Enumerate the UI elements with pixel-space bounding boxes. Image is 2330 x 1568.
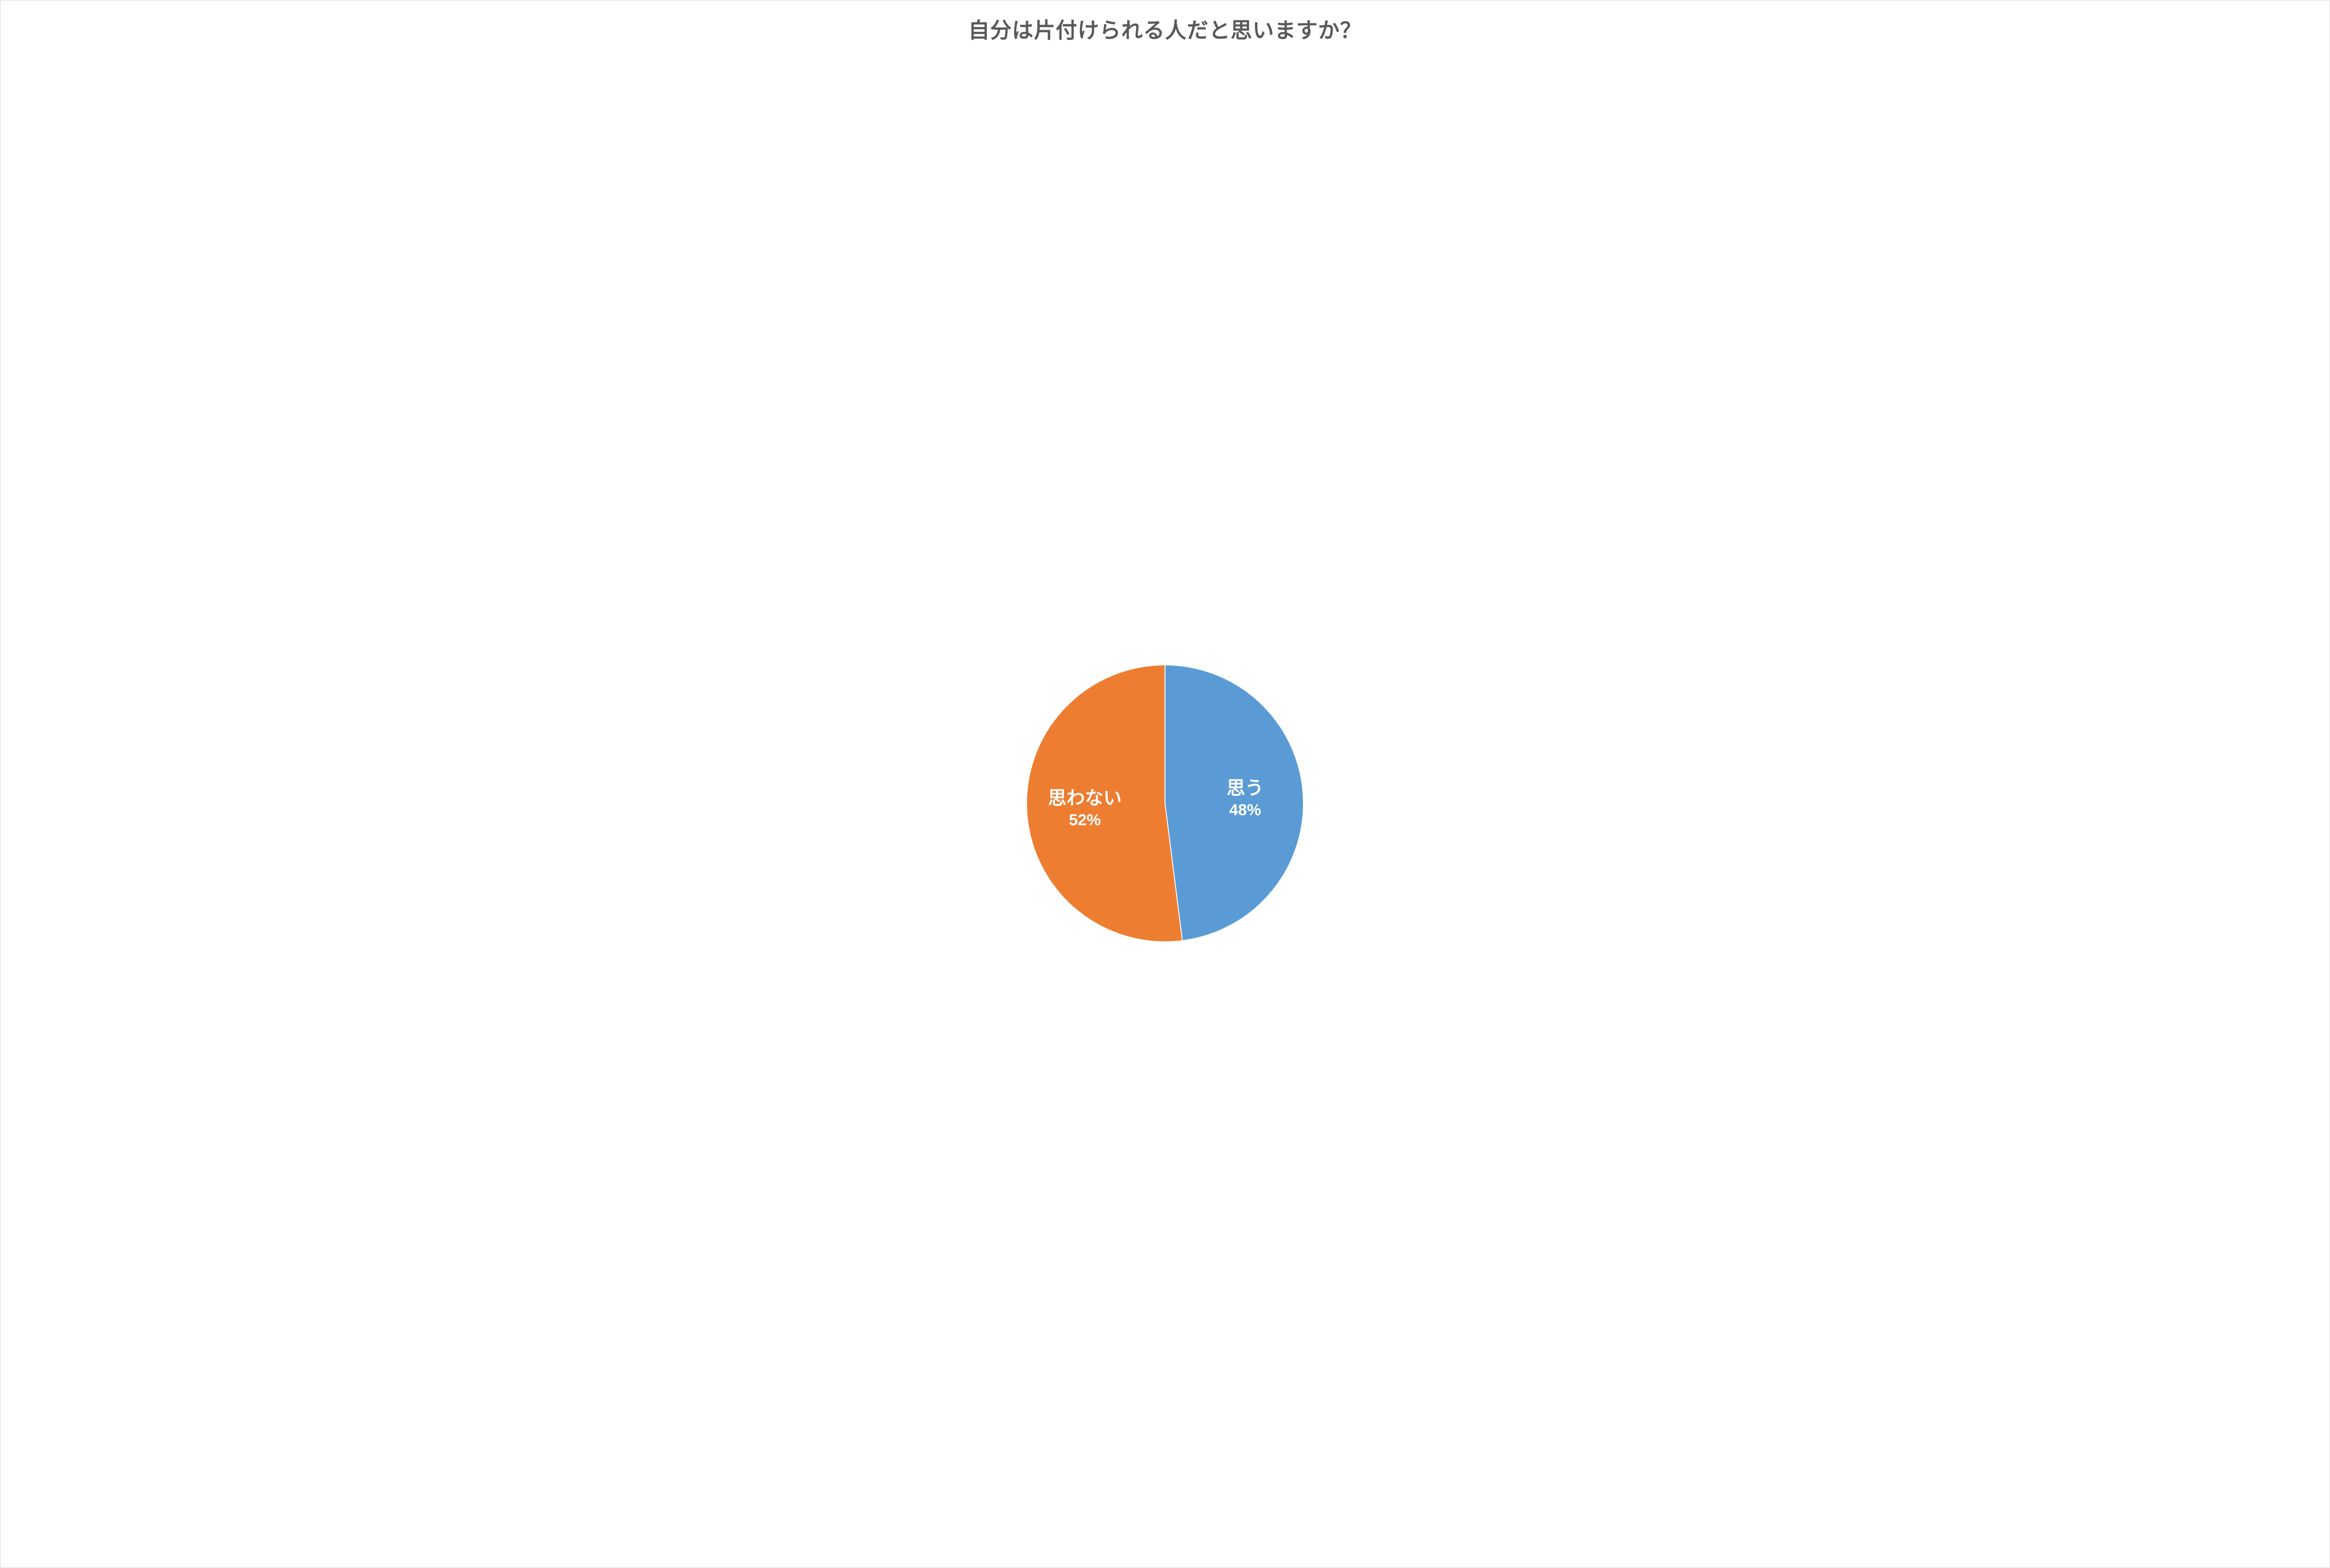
pie-chart-container: 思う48%思わない52%: [0, 48, 2330, 1568]
slice-label: 思う48%: [1227, 778, 1263, 819]
chart-title: 自分は片付けられる人だと思いますか？: [968, 14, 1362, 44]
chart-frame: 自分は片付けられる人だと思いますか？ 思う48%思わない52%: [0, 0, 2330, 1568]
pie-chart: 思う48%思わない52%: [997, 636, 1333, 971]
